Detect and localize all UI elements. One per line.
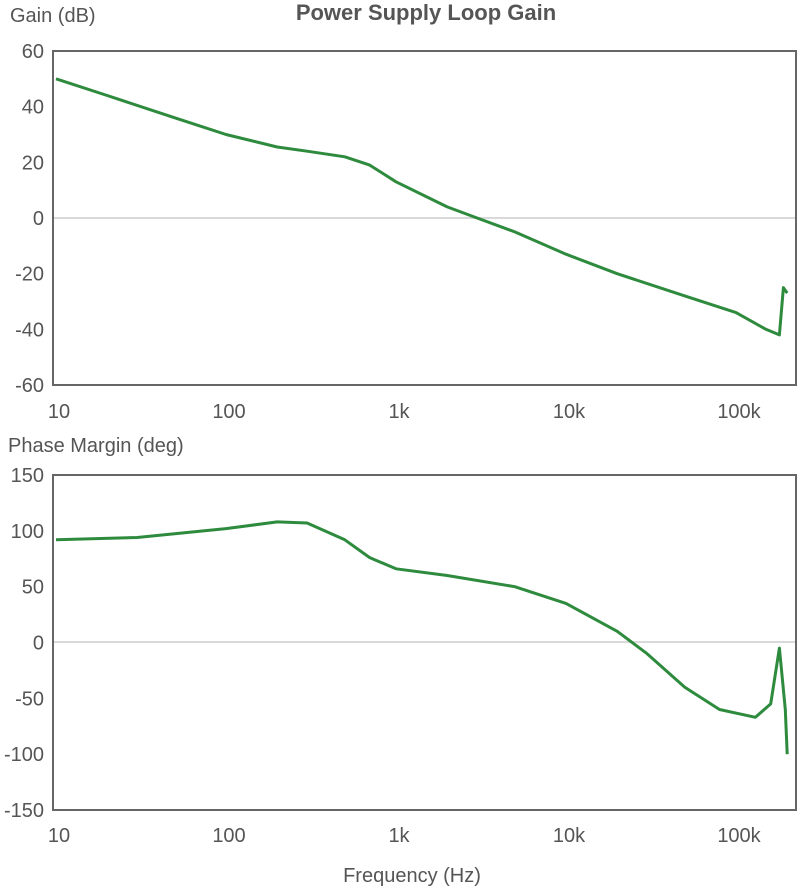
y-tick-label: 150 (11, 465, 44, 487)
y-tick-label: 100 (11, 521, 44, 543)
gain-plot: 60 40 20 0 -20 -40 -60 10 100 1k 10k 100k (15, 41, 797, 423)
y-tick-label: -100 (4, 744, 44, 766)
y-tick-label: 40 (22, 97, 44, 119)
gain-axis-label: Gain (dB) (10, 5, 96, 27)
phase-x-ticks: 10 100 1k 10k 100k (48, 825, 762, 847)
y-tick-label: 20 (22, 152, 44, 174)
phase-curve (55, 520, 789, 755)
y-tick-label: 50 (22, 577, 44, 599)
x-tick-label: 100 (212, 825, 245, 847)
x-tick-label: 10k (553, 401, 586, 423)
x-tick-label: 10k (553, 825, 586, 847)
y-tick-label: 0 (33, 208, 44, 230)
x-tick-label: 10 (48, 825, 70, 847)
x-tick-label: 100k (717, 401, 761, 423)
phase-plot: 150 100 50 0 -50 -100 -150 10 100 1k 10k 100k (4, 465, 797, 847)
y-tick-label: 60 (22, 41, 44, 63)
gain-curve (55, 77, 789, 337)
y-tick-label: -150 (4, 800, 44, 822)
gain-plot-frame (52, 50, 797, 386)
phase-plot-frame (52, 474, 797, 811)
gain-y-ticks: 60 40 20 0 -20 -40 -60 (15, 41, 44, 397)
x-tick-label: 100k (717, 825, 761, 847)
phase-y-ticks: 150 100 50 0 -50 -100 -150 (4, 465, 44, 822)
phase-axis-label: Phase Margin (deg) (8, 435, 184, 457)
gain-x-ticks: 10 100 1k 10k 100k (48, 401, 762, 423)
x-tick-label: 10 (48, 401, 70, 423)
y-tick-label: -40 (15, 319, 44, 341)
chart-title: Power Supply Loop Gain (296, 0, 556, 25)
x-tick-label: 1k (388, 401, 410, 423)
y-tick-label: 0 (33, 633, 44, 655)
y-tick-label: -60 (15, 375, 44, 397)
x-tick-label: 1k (388, 825, 410, 847)
x-axis-label: Frequency (Hz) (343, 865, 481, 887)
y-tick-label: -50 (15, 688, 44, 710)
x-tick-label: 100 (212, 401, 245, 423)
y-tick-label: -20 (15, 264, 44, 286)
